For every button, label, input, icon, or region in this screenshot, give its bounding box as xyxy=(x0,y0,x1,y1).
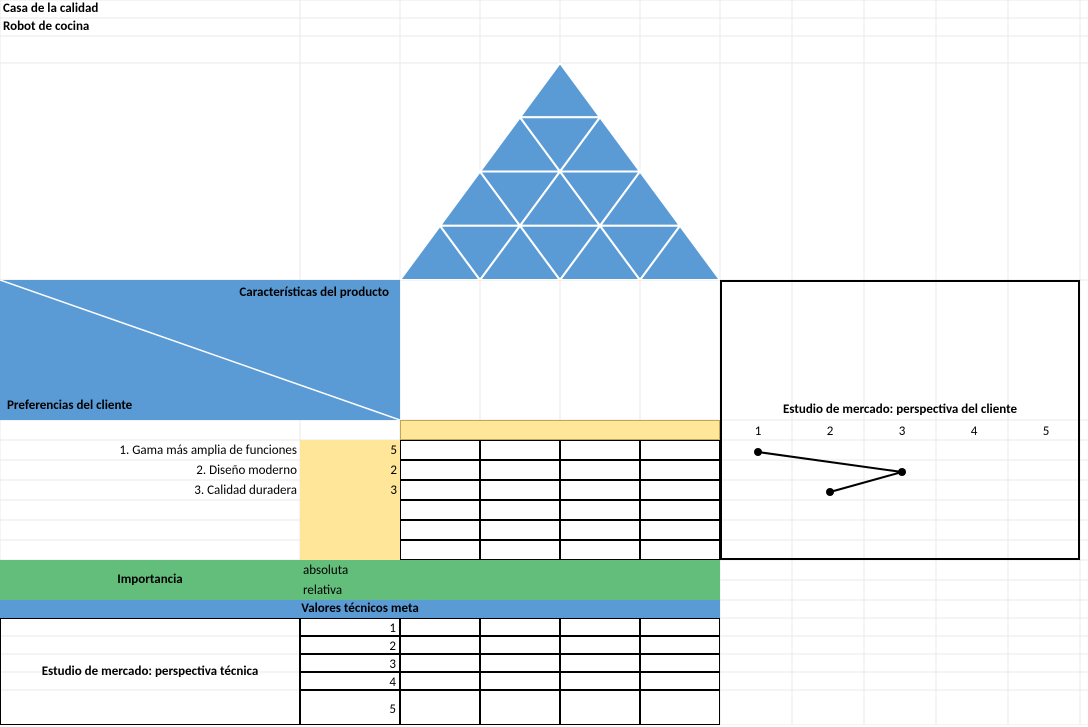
title-2: Robot de cocina xyxy=(0,18,92,36)
matrix-cell xyxy=(400,540,480,560)
tech-matrix-cell xyxy=(480,654,560,672)
client-study-panel: Estudio de mercado: perspectiva del clie… xyxy=(720,280,1080,560)
client-study-chart xyxy=(722,442,1082,562)
yellow-tech-header-strip xyxy=(400,420,720,440)
tech-matrix-cell xyxy=(480,636,560,654)
client-scale-tick: 2 xyxy=(794,422,866,442)
tech-matrix-cell xyxy=(640,672,720,690)
tech-matrix-cell xyxy=(640,636,720,654)
tech-matrix-cell xyxy=(480,672,560,690)
preference-label: 1. Gama más amplia de funciones xyxy=(0,440,300,460)
tech-study-level: 4 xyxy=(300,672,400,690)
matrix-cell xyxy=(640,460,720,480)
matrix-cell xyxy=(400,500,480,520)
matrix-cell xyxy=(480,480,560,500)
matrix-cell xyxy=(640,540,720,560)
matrix-cell xyxy=(640,520,720,540)
tech-matrix-cell xyxy=(560,618,640,636)
tech-study-level: 3 xyxy=(300,654,400,672)
tech-study-level: 1 xyxy=(300,618,400,636)
tech-matrix-cell xyxy=(560,690,640,725)
importance-row-label: relativa xyxy=(300,580,400,600)
matrix-cell xyxy=(400,460,480,480)
tech-matrix-cell xyxy=(640,654,720,672)
matrix-cell xyxy=(480,540,560,560)
matrix-cell xyxy=(480,440,560,460)
matrix-cell xyxy=(560,520,640,540)
diag-top-label: Características del producto xyxy=(236,284,392,301)
preference-label: 2. Diseño moderno xyxy=(0,460,300,480)
tech-matrix-cell xyxy=(560,654,640,672)
diag-left-label: Preferencias del cliente xyxy=(4,397,135,414)
roof-correlation-matrix xyxy=(400,63,720,280)
tech-matrix-cell xyxy=(560,672,640,690)
tech-study-title: Estudio de mercado: perspectiva técnica xyxy=(0,618,300,725)
matrix-cell xyxy=(560,480,640,500)
tech-matrix-cell xyxy=(560,636,640,654)
preference-weight: 2 xyxy=(300,460,400,480)
preference-weight: 3 xyxy=(300,480,400,500)
client-scale-tick: 4 xyxy=(938,422,1010,442)
title-1: Casa de la calidad xyxy=(0,0,101,18)
tech-matrix-cell xyxy=(480,618,560,636)
tech-study-level: 5 xyxy=(300,690,400,725)
tech-matrix-cell xyxy=(400,636,480,654)
tech-matrix-cell xyxy=(640,618,720,636)
matrix-cell xyxy=(640,440,720,460)
tech-matrix-cell xyxy=(400,618,480,636)
tech-matrix-cell xyxy=(400,672,480,690)
matrix-cell xyxy=(560,500,640,520)
matrix-cell xyxy=(480,500,560,520)
client-study-title: Estudio de mercado: perspectiva del clie… xyxy=(722,400,1078,420)
importance-title: Importancia xyxy=(0,560,300,600)
matrix-cell xyxy=(400,440,480,460)
tech-matrix-cell xyxy=(400,690,480,725)
matrix-cell xyxy=(640,500,720,520)
tech-study-level: 2 xyxy=(300,636,400,654)
preference-weight: 5 xyxy=(300,440,400,460)
matrix-cell xyxy=(560,460,640,480)
matrix-cell xyxy=(400,480,480,500)
client-scale-tick: 3 xyxy=(866,422,938,442)
matrix-cell xyxy=(560,540,640,560)
meta-values-row: Valores técnicos meta xyxy=(0,600,720,618)
tech-matrix-cell xyxy=(640,690,720,725)
client-scale-tick: 1 xyxy=(722,422,794,442)
matrix-cell xyxy=(400,520,480,540)
matrix-cell xyxy=(480,520,560,540)
client-scale-tick: 5 xyxy=(1010,422,1082,442)
tech-matrix-cell xyxy=(400,654,480,672)
importance-row-label: absoluta xyxy=(300,560,400,580)
matrix-cell xyxy=(560,440,640,460)
diagonal-header: Características del producto Preferencia… xyxy=(0,280,400,420)
matrix-cell xyxy=(480,460,560,480)
tech-matrix-cell xyxy=(480,690,560,725)
qfd-house-of-quality: Casa de la calidad Robot de cocina Carac… xyxy=(0,0,1088,725)
preference-label: 3. Calidad duradera xyxy=(0,480,300,500)
matrix-cell xyxy=(640,480,720,500)
